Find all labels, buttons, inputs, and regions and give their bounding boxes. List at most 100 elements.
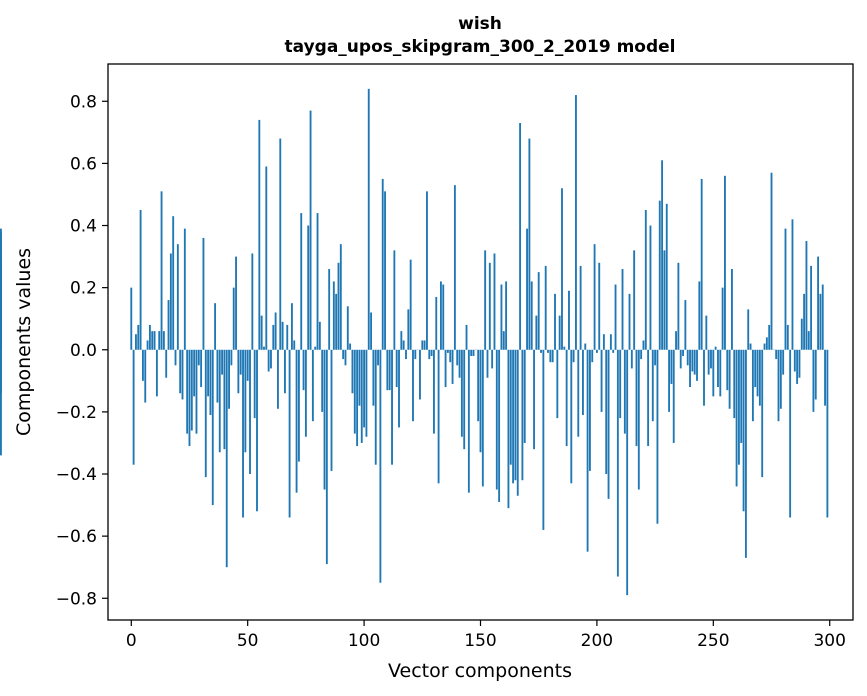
bar (710, 349, 712, 369)
bar (169, 253, 172, 350)
bar (758, 349, 761, 406)
bar (775, 349, 778, 360)
bar (172, 216, 175, 350)
bar (677, 262, 680, 350)
bar (530, 281, 533, 350)
bar (595, 349, 598, 353)
bar (467, 349, 470, 493)
bar (623, 349, 626, 434)
bar (323, 349, 326, 490)
bar (803, 293, 806, 350)
bar (661, 160, 664, 350)
bar (786, 324, 789, 350)
bar (244, 349, 247, 453)
bar (279, 138, 282, 350)
bar (577, 349, 580, 437)
x-tick-label: 150 (464, 631, 496, 651)
chart-subtitle: tayga_upos_skipgram_300_2_2019 model (285, 37, 676, 57)
bar (176, 244, 179, 350)
bar (386, 349, 389, 391)
bar (232, 287, 235, 350)
bar (612, 349, 615, 353)
bar (316, 213, 319, 350)
bar (290, 303, 293, 350)
bar (731, 269, 733, 350)
bar (274, 312, 277, 350)
bar (353, 349, 356, 434)
bar (148, 324, 151, 350)
y-tick-label: −0.2 (56, 403, 97, 423)
bar (700, 178, 703, 350)
bar (200, 349, 203, 388)
bar (465, 324, 468, 350)
bar (547, 349, 549, 353)
bar (288, 349, 291, 518)
bar (726, 349, 729, 391)
bar (295, 349, 298, 493)
y-axis-ticks: −0.8 −0.6 −0.4 −0.2 0.0 0.2 0.4 0.6 0.8 (56, 92, 108, 609)
bar (712, 349, 715, 397)
bar (384, 191, 386, 350)
bar (165, 349, 168, 378)
bar (260, 315, 263, 350)
bar (542, 349, 545, 530)
bar (335, 293, 338, 350)
bar (570, 349, 573, 484)
bar (735, 349, 738, 487)
bar (311, 349, 314, 422)
bar (519, 123, 522, 350)
bar (318, 321, 321, 350)
bar (246, 349, 249, 381)
bar (214, 303, 217, 350)
bar (635, 349, 638, 447)
bar (551, 349, 554, 363)
bar (223, 349, 226, 450)
bar (442, 284, 445, 350)
bar (437, 349, 440, 484)
bar (167, 300, 170, 350)
bar (672, 349, 675, 443)
bar (351, 349, 354, 394)
bar (512, 349, 515, 484)
y-axis-label: Components values (13, 248, 35, 436)
bar (684, 300, 687, 350)
bar (202, 237, 205, 350)
bar (391, 349, 393, 465)
bar (728, 349, 731, 409)
bar (460, 349, 463, 437)
bar (339, 244, 342, 350)
bar (428, 349, 431, 360)
bar (707, 349, 710, 375)
bar (409, 259, 412, 350)
bar (777, 349, 780, 422)
bar (717, 349, 719, 388)
bar (218, 349, 221, 453)
bar (297, 349, 300, 462)
bar (761, 349, 764, 478)
bar (526, 228, 528, 350)
bar (796, 349, 799, 384)
bar (810, 265, 813, 350)
bar (663, 250, 666, 350)
bar (400, 331, 403, 350)
bar (472, 349, 475, 356)
bar (263, 346, 265, 350)
bar (521, 349, 524, 481)
bar (419, 349, 421, 400)
bar (812, 349, 815, 412)
bar (221, 349, 224, 375)
bar (756, 349, 759, 397)
bar (183, 228, 186, 350)
bar (486, 349, 489, 378)
bar (502, 331, 505, 350)
bar (402, 340, 405, 350)
bar (572, 349, 575, 363)
bar (479, 349, 482, 453)
bar (363, 349, 366, 428)
bar (507, 349, 510, 509)
bar (807, 331, 810, 350)
bar (249, 349, 251, 475)
bar (593, 244, 596, 350)
bar (537, 272, 540, 350)
